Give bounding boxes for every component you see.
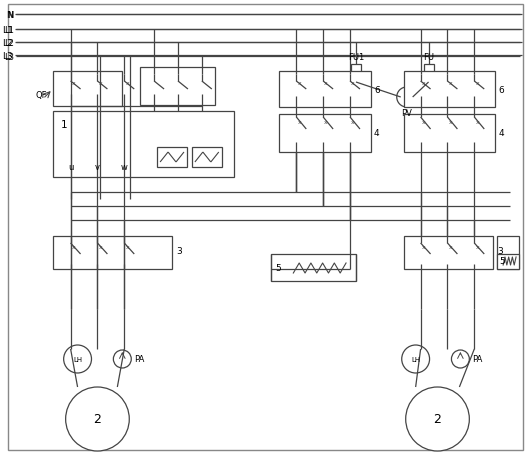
Text: 1: 1	[61, 120, 67, 130]
Text: 5: 5	[276, 264, 281, 273]
Text: FU1: FU1	[348, 53, 364, 62]
Text: x: x	[422, 119, 426, 124]
Text: FU: FU	[423, 53, 434, 62]
Bar	[279, 115, 371, 153]
Text: L2: L2	[2, 38, 13, 47]
Circle shape	[397, 88, 417, 108]
Circle shape	[65, 387, 129, 451]
Text: 4: 4	[498, 129, 504, 138]
Text: QF: QF	[35, 90, 47, 99]
Text: x: x	[449, 119, 452, 124]
Circle shape	[451, 350, 469, 368]
Text: x: x	[99, 245, 102, 250]
Bar	[53, 112, 234, 177]
Text: L2: L2	[4, 38, 14, 47]
Bar	[192, 148, 222, 167]
Text: N: N	[7, 10, 14, 20]
Text: v: v	[95, 163, 100, 172]
Text: x: x	[351, 81, 355, 86]
Text: 6: 6	[374, 86, 380, 94]
Text: PA: PA	[473, 355, 483, 364]
Text: x: x	[99, 81, 102, 86]
Text: x: x	[126, 81, 129, 86]
Text: L3: L3	[2, 51, 13, 61]
Bar	[279, 72, 371, 108]
Bar	[404, 72, 495, 108]
Text: x: x	[126, 245, 129, 250]
Text: LH: LH	[411, 356, 420, 362]
Text: 3: 3	[176, 247, 182, 256]
Circle shape	[64, 345, 91, 373]
Text: x: x	[324, 119, 328, 124]
Text: x: x	[475, 119, 479, 124]
Text: 2: 2	[433, 413, 441, 425]
Text: x: x	[297, 119, 301, 124]
Bar	[157, 148, 187, 167]
Circle shape	[114, 350, 131, 368]
Bar	[351, 65, 361, 83]
Text: x: x	[475, 245, 479, 250]
Text: x: x	[297, 81, 301, 86]
Text: x: x	[449, 81, 452, 86]
Text: x: x	[422, 81, 426, 86]
Text: u: u	[68, 163, 73, 172]
Bar	[423, 65, 433, 83]
Bar	[497, 237, 519, 269]
Bar	[140, 68, 215, 106]
Text: L3: L3	[4, 52, 14, 61]
Text: w: w	[121, 163, 128, 172]
Bar	[53, 72, 122, 107]
Bar	[271, 254, 356, 281]
Bar	[497, 254, 519, 269]
Text: x: x	[72, 245, 76, 250]
Text: 5: 5	[499, 257, 505, 266]
Bar	[404, 237, 493, 269]
Text: L1: L1	[2, 25, 13, 35]
Text: N: N	[6, 10, 13, 20]
Text: x: x	[475, 81, 479, 86]
Bar	[53, 237, 172, 269]
Text: PA: PA	[134, 355, 145, 364]
Text: LH: LH	[73, 356, 82, 362]
Text: L1: L1	[4, 25, 14, 35]
Circle shape	[406, 387, 469, 451]
Text: PV: PV	[401, 109, 412, 118]
Text: 3: 3	[497, 247, 503, 256]
Bar	[404, 115, 495, 153]
Text: x: x	[351, 119, 355, 124]
Text: 2: 2	[93, 413, 101, 425]
Text: x: x	[72, 81, 76, 86]
Text: x: x	[324, 81, 328, 86]
Text: 4: 4	[374, 129, 380, 138]
Text: x: x	[422, 245, 426, 250]
Text: x: x	[449, 245, 452, 250]
Circle shape	[402, 345, 430, 373]
Text: 6: 6	[498, 86, 504, 94]
